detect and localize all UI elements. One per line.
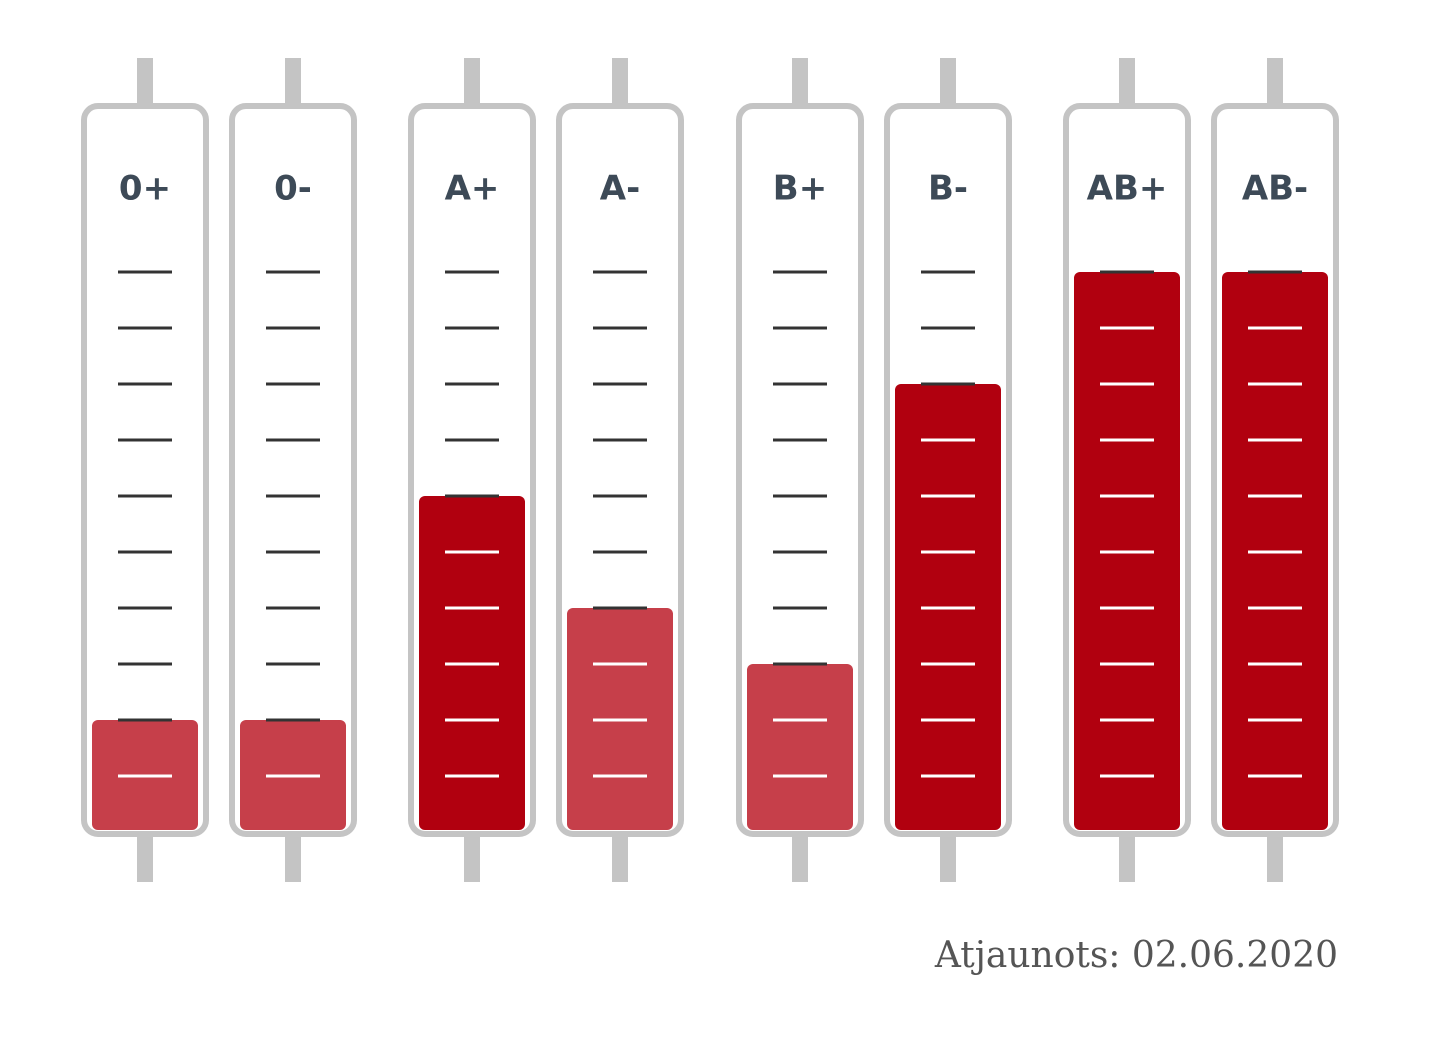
- rod: [285, 832, 301, 882]
- rod: [1267, 832, 1283, 882]
- rod: [792, 832, 808, 882]
- tube: [229, 103, 357, 837]
- rod: [612, 832, 628, 882]
- blood-type-label: 0+: [119, 169, 171, 209]
- rod: [1267, 58, 1283, 108]
- blood-type-label: AB+: [1087, 169, 1168, 209]
- tube: [736, 103, 864, 837]
- rod: [464, 832, 480, 882]
- rod: [940, 58, 956, 108]
- rod: [1119, 832, 1135, 882]
- blood-type-label: AB-: [1242, 169, 1308, 209]
- rod: [1119, 58, 1135, 108]
- rod: [612, 58, 628, 108]
- update-note: Atjaunots: 02.06.2020: [934, 935, 1338, 976]
- blood-type-label: B+: [773, 169, 827, 209]
- rod: [137, 58, 153, 108]
- rod: [464, 58, 480, 108]
- rod: [285, 58, 301, 108]
- blood-type-label: B-: [928, 169, 968, 209]
- rod: [940, 832, 956, 882]
- rod: [137, 832, 153, 882]
- blood-type-label: A+: [445, 169, 500, 209]
- tube: [81, 103, 209, 837]
- fill-level: [747, 664, 853, 830]
- rod: [792, 58, 808, 108]
- blood-type-label: A-: [600, 169, 640, 209]
- blood-type-label: 0-: [274, 169, 312, 209]
